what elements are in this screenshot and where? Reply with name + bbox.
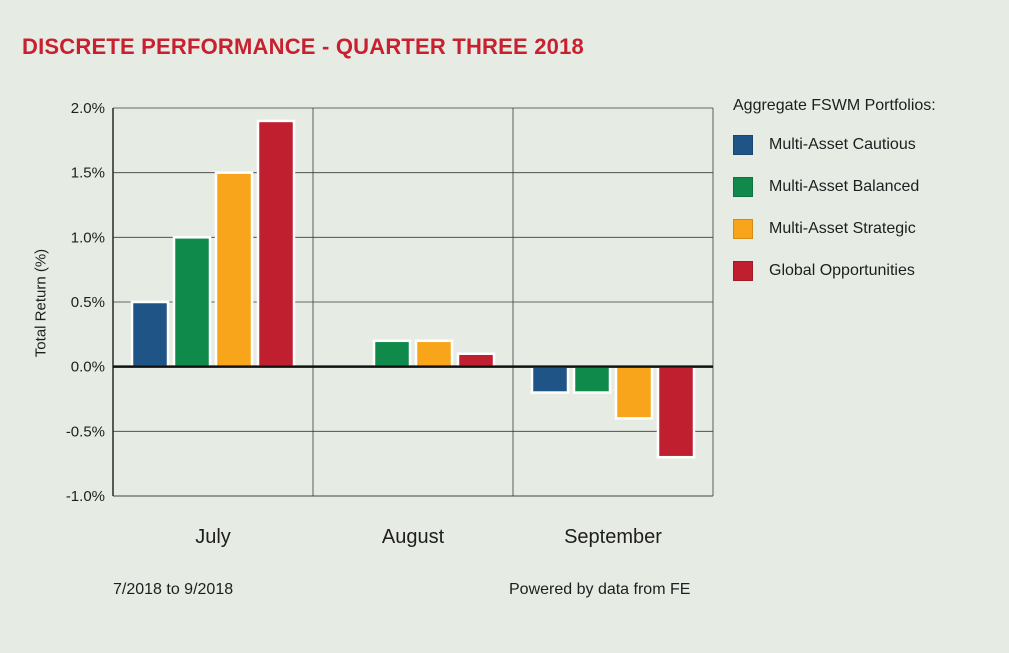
legend-item-strategic: Multi-Asset Strategic	[733, 219, 936, 239]
legend-swatch-cautious	[733, 135, 753, 155]
bar-multi-asset-balanced-july	[172, 236, 212, 368]
bar-multi-asset-cautious-september	[530, 365, 570, 394]
legend-label-cautious: Multi-Asset Cautious	[769, 136, 916, 153]
x-tick-label: September	[564, 526, 662, 548]
x-tick-label: July	[195, 526, 231, 548]
bar-multi-asset-cautious-july	[130, 300, 170, 368]
legend-label-strategic: Multi-Asset Strategic	[769, 220, 916, 237]
y-tick-label: -1.0%	[66, 488, 105, 505]
bar-multi-asset-balanced-september	[572, 365, 612, 394]
legend-label-global: Global Opportunities	[769, 262, 915, 279]
bar-global-opportunities-august	[456, 352, 496, 368]
bar-global-opportunities-september	[656, 365, 696, 459]
y-tick-label: 1.0%	[71, 229, 105, 246]
legend-swatch-strategic	[733, 219, 753, 239]
y-tick-label: 0.5%	[71, 294, 105, 311]
y-tick-label: 2.0%	[71, 100, 105, 117]
legend-swatch-balanced	[733, 177, 753, 197]
legend-item-global: Global Opportunities	[733, 261, 936, 281]
bar-multi-asset-strategic-july	[214, 171, 254, 368]
legend: Aggregate FSWM Portfolios: Multi-Asset C…	[733, 97, 936, 303]
y-tick-label: 1.5%	[71, 165, 105, 182]
legend-item-cautious: Multi-Asset Cautious	[733, 135, 936, 155]
bar-multi-asset-strategic-august	[414, 339, 454, 368]
chart-title: DISCRETE PERFORMANCE - QUARTER THREE 201…	[22, 34, 584, 59]
x-tick-label: August	[382, 526, 445, 548]
legend-item-balanced: Multi-Asset Balanced	[733, 177, 936, 197]
bar-multi-asset-strategic-september	[614, 365, 654, 420]
source-label: Powered by data from FE	[509, 581, 691, 598]
period-label: 7/2018 to 9/2018	[113, 581, 234, 598]
legend-label-balanced: Multi-Asset Balanced	[769, 178, 920, 195]
y-tick-label: 0.0%	[71, 359, 105, 376]
bar-global-opportunities-july	[256, 119, 296, 368]
legend-swatch-global	[733, 261, 753, 281]
y-tick-label: -0.5%	[66, 423, 105, 440]
bar-multi-asset-balanced-august	[372, 339, 412, 368]
legend-title: Aggregate FSWM Portfolios:	[733, 97, 936, 114]
